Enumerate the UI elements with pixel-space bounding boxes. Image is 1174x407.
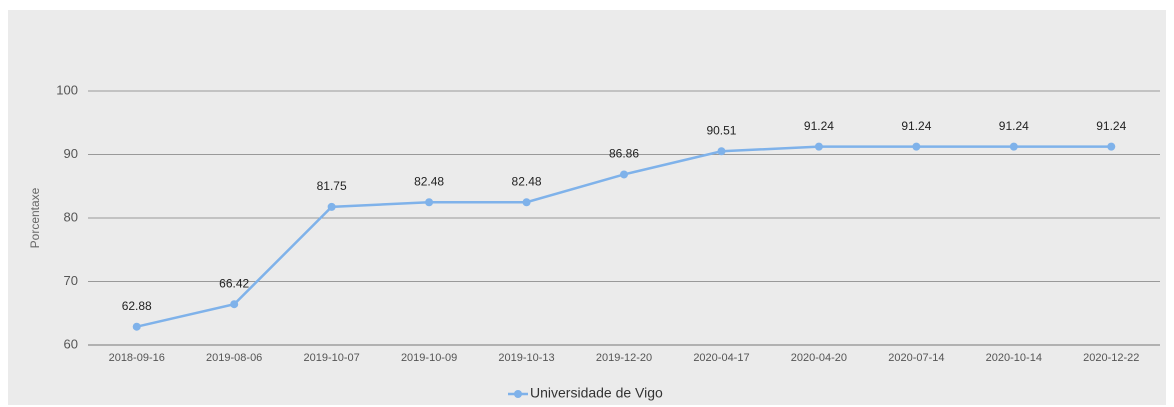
data-label: 91.24 [804, 119, 834, 133]
y-tick-label: 100 [56, 82, 78, 97]
x-tick-label: 2020-04-20 [791, 352, 847, 364]
y-tick-label: 60 [64, 336, 78, 351]
x-tick-label: 2019-08-06 [206, 352, 262, 364]
data-label: 81.75 [317, 179, 347, 193]
y-tick-label: 70 [64, 273, 78, 288]
x-tick-label: 2019-10-13 [498, 352, 554, 364]
data-label: 86.86 [609, 147, 639, 161]
data-label: 91.24 [901, 119, 931, 133]
data-point [814, 142, 823, 151]
data-point [132, 322, 141, 331]
y-tick-label: 80 [64, 209, 78, 224]
x-tick-label: 2020-07-14 [888, 352, 944, 364]
y-tick-label: 90 [64, 146, 78, 161]
chart-background [8, 10, 1166, 405]
data-point [230, 300, 239, 309]
data-point [912, 142, 921, 151]
data-point [620, 170, 628, 179]
x-tick-label: 2018-09-16 [109, 352, 165, 364]
data-point [425, 198, 434, 207]
x-tick-label: 2019-10-09 [401, 352, 457, 364]
x-tick-label: 2020-12-22 [1083, 352, 1139, 364]
data-label: 91.24 [1096, 119, 1126, 133]
x-tick-label: 2020-04-17 [693, 352, 749, 364]
data-label: 82.48 [414, 174, 444, 188]
data-label: 62.88 [122, 299, 152, 313]
x-tick-label: 2020-10-14 [986, 352, 1042, 364]
legend-label: Universidade de Vigo [530, 385, 663, 401]
data-point [717, 147, 726, 156]
x-tick-label: 2019-12-20 [596, 352, 652, 364]
y-axis-label: Porcentaxe [28, 187, 42, 248]
data-point [327, 202, 336, 211]
data-label: 66.42 [219, 276, 249, 290]
legend-marker [514, 390, 522, 398]
data-point [1009, 142, 1018, 151]
data-point [1107, 142, 1116, 151]
data-label: 90.51 [706, 123, 736, 137]
data-label: 91.24 [999, 119, 1029, 133]
x-tick-label: 2019-10-07 [303, 352, 359, 364]
data-point [522, 198, 531, 207]
data-label: 82.48 [512, 174, 542, 188]
